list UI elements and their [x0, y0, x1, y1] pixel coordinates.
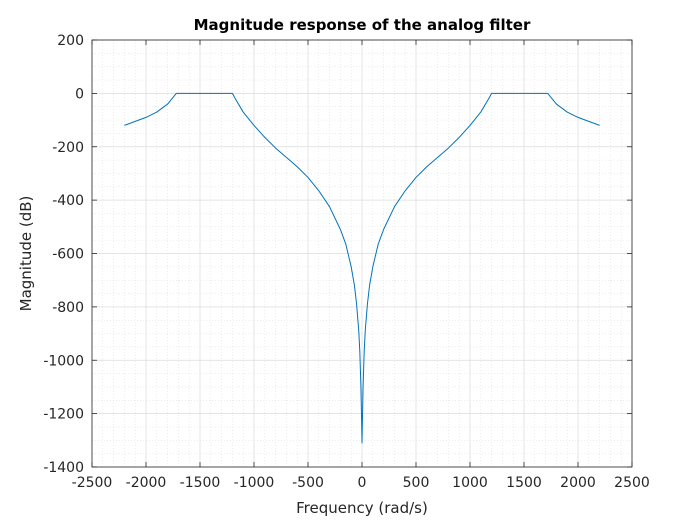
x-tick-label: -1500 — [180, 475, 221, 491]
y-tick-label: -200 — [52, 140, 84, 156]
x-tick-labels: -2500 -2000 -1500 -1000 -500 0 500 1000 1500 2000… — [72, 475, 650, 491]
x-tick-label: 2500 — [614, 475, 650, 491]
y-tick-label: -1400 — [43, 460, 84, 476]
series-line-magnitude — [124, 92, 600, 444]
x-tick-label: 0 — [358, 475, 367, 491]
x-tick-label: -500 — [292, 475, 324, 491]
y-tick-labels: -1400 -1200 -1000 -800 -600 -400 -200 0 200 — [43, 33, 84, 476]
x-tick-label: 1500 — [506, 475, 542, 491]
axis-ticks — [91, 39, 633, 468]
y-tick-label: -400 — [52, 193, 84, 209]
x-axis-label: Frequency (rad/s) — [296, 499, 428, 517]
major-grid — [91, 39, 633, 468]
y-tick-label: -1200 — [43, 407, 84, 423]
x-tick-label: 1000 — [452, 475, 488, 491]
y-axis-label: Magnitude (dB) — [17, 196, 35, 312]
x-tick-label: -2000 — [126, 475, 167, 491]
x-tick-label: 500 — [403, 475, 430, 491]
x-tick-label: -2500 — [72, 475, 113, 491]
y-tick-label: -1000 — [43, 353, 84, 369]
series-layer — [124, 92, 600, 444]
y-tick-label: -600 — [52, 247, 84, 263]
chart-title: Magnitude response of the analog filter — [194, 16, 531, 34]
y-tick-label: 0 — [75, 86, 84, 102]
x-tick-label: -1000 — [234, 475, 275, 491]
y-tick-label: 200 — [57, 33, 84, 49]
y-tick-label: -800 — [52, 300, 84, 316]
x-tick-label: 2000 — [560, 475, 596, 491]
